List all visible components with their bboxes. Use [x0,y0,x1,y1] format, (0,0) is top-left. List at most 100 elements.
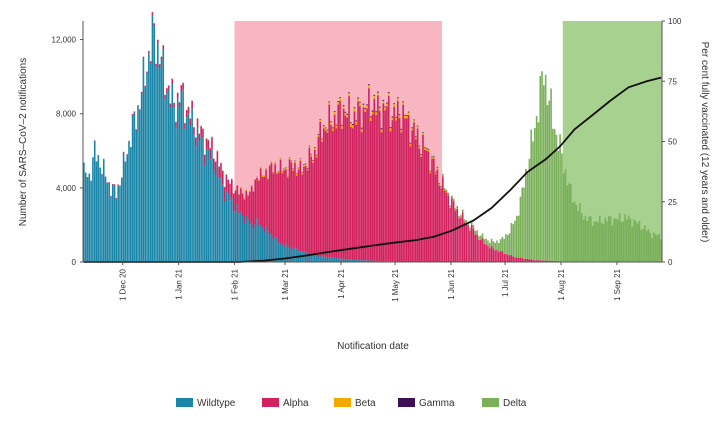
bar-beta-day-128 [313,147,316,150]
bar-delta-day-301 [626,219,628,262]
bar-beta-day-135 [326,130,329,133]
bar-wildtype-day-65 [200,135,202,262]
bar-delta-day-287 [600,222,603,262]
bar-gamma-day-129 [315,154,318,156]
bar-beta-day-86 [238,194,240,195]
bar-delta-day-209 [460,215,462,217]
y-tick-label: 4,000 [56,184,77,193]
bar-gamma-day-145 [344,111,347,113]
x-tick-label: 1 Jan 21 [175,268,184,299]
bar-beta-day-184 [414,137,417,140]
bar-wildtype-day-73 [214,175,217,262]
bar-wildtype-day-51 [175,128,177,262]
bar-alpha-day-230 [497,251,500,262]
bar-alpha-day-129 [315,157,318,255]
bar-delta-day-244 [523,187,525,259]
bar-beta-day-176 [400,129,403,133]
bar-alpha-day-82 [231,179,233,198]
bar-gamma-day-168 [386,102,388,104]
bar-wildtype-day-46 [166,93,168,262]
bar-wildtype-day-108 [277,242,280,262]
bar-wildtype-day-111 [283,246,285,262]
bar-wildtype-day-64 [198,141,201,262]
bar-alpha-day-25 [128,140,130,142]
bar-beta-day-108 [277,171,280,173]
bar-wildtype-day-86 [238,213,240,262]
bar-wildtype-day-19 [117,185,119,262]
bar-wildtype-day-142 [339,258,341,262]
y-tick-label: 0 [72,258,77,267]
bar-beta-day-166 [382,100,385,104]
bar-beta-day-187 [420,154,422,157]
bar-wildtype-day-138 [332,258,334,262]
bar-gamma-day-191 [427,148,430,150]
bar-alpha-day-258 [548,260,551,262]
bar-wildtype-day-26 [130,147,132,262]
bar-gamma-day-136 [328,101,331,103]
bar-gamma-day-179 [405,115,408,116]
bar-alpha-day-105 [272,173,275,240]
bar-gamma-day-181 [409,142,412,144]
bar-gamma-day-125 [308,145,311,147]
bar-alpha-day-122 [303,166,305,253]
bar-beta-day-190 [425,148,428,151]
bar-gamma-day-186 [418,145,421,147]
y-tick-label: 12,000 [52,36,77,45]
bar-alpha-day-250 [534,260,536,262]
bar-gamma-day-182 [411,127,413,129]
x-tick-label: 1 May 21 [391,268,400,301]
bar-beta-day-207 [456,208,459,209]
bar-alpha-day-108 [277,172,280,243]
vaccination-line [83,76,662,263]
bar-alpha-day-48 [169,103,172,109]
bar-delta-day-308 [638,220,641,262]
bar-alpha-day-148 [350,126,352,260]
bar-alpha-day-132 [321,141,323,257]
bar-alpha-day-99 [261,176,264,228]
bar-delta-day-270 [570,184,572,262]
bar-wildtype-day-43 [160,60,163,263]
bar-alpha-day-221 [481,238,484,262]
bar-delta-day-259 [550,88,552,261]
bar-alpha-day-94 [252,191,255,229]
bar-beta-day-151 [355,121,358,125]
bar-beta-day-109 [279,158,282,160]
bar-alpha-day-236 [508,255,511,262]
bar-alpha-day-253 [539,260,542,262]
bar-alpha-day-36 [148,51,150,54]
bar-wildtype-day-96 [256,218,258,262]
bar-delta-day-302 [627,215,630,262]
bar-alpha-day-175 [398,118,401,262]
bar-delta-day-257 [546,105,549,261]
bar-delta-day-238 [512,224,514,257]
bar-alpha-day-247 [528,259,531,262]
bar-wildtype-day-95 [254,224,257,262]
bar-delta-day-273 [575,204,578,262]
bar-wildtype-day-54 [180,91,183,262]
bar-alpha-day-37 [149,61,152,64]
bar-beta-day-196 [436,168,439,170]
bar-alpha-day-46 [166,88,168,94]
bar-alpha-day-181 [409,146,412,262]
bar-delta-day-311 [644,225,646,262]
bar-gamma-day-152 [357,97,359,99]
bar-wildtype-day-13 [106,183,109,262]
bar-gamma-day-190 [425,148,428,149]
bar-wildtype-day-156 [364,260,367,262]
bar-delta-day-291 [607,216,610,262]
bar-delta-day-211 [463,219,466,222]
bar-beta-day-99 [261,175,264,177]
bar-gamma-day-131 [319,119,321,120]
y2-tick-label: 75 [668,77,677,86]
bar-wildtype-day-144 [342,258,345,262]
bar-alpha-day-61 [193,127,195,135]
bar-alpha-day-130 [317,136,320,257]
bar-beta-day-188 [422,132,424,135]
bar-wildtype-day-60 [191,108,193,262]
bar-alpha-day-34 [144,86,147,88]
bar-alpha-day-33 [142,56,145,59]
bar-wildtype-day-116 [292,249,294,262]
bar-delta-day-227 [492,241,495,249]
bar-alpha-day-195 [434,174,437,262]
bar-alpha-day-212 [465,223,468,262]
